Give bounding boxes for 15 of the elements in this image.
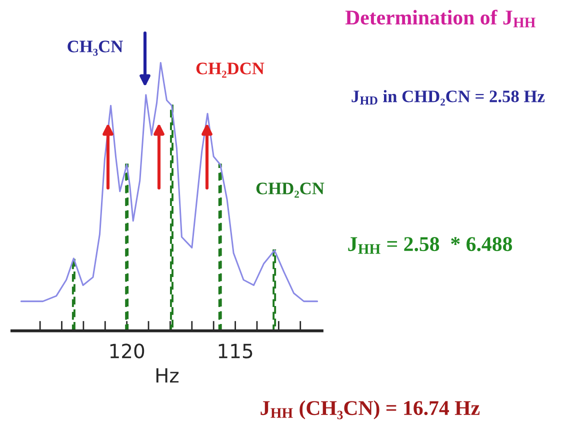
text: Determination of J$_{HH}$ [345, 10, 536, 28]
annotation: CHD₂CN [256, 182, 324, 198]
text: J$_{HD}$ in CHD₂CN = 2.58 Hz [352, 90, 545, 106]
bar [218, 164, 222, 331]
annotation: CH₂DCN [196, 62, 264, 78]
bar [170, 104, 174, 331]
x-tick-label: 115 [218, 344, 252, 358]
text: J$_{HH}$ = 2.58 * 6.488 [348, 237, 512, 254]
bar [72, 257, 76, 331]
bar [125, 164, 129, 331]
x-axis-title: Hz [156, 368, 179, 382]
x-tick-label: 120 [110, 344, 144, 358]
text: J$_{HH}$ (CH₃CN) = 16.74 Hz [260, 400, 480, 420]
text: CH₃CN [68, 40, 123, 56]
bar [272, 249, 276, 331]
